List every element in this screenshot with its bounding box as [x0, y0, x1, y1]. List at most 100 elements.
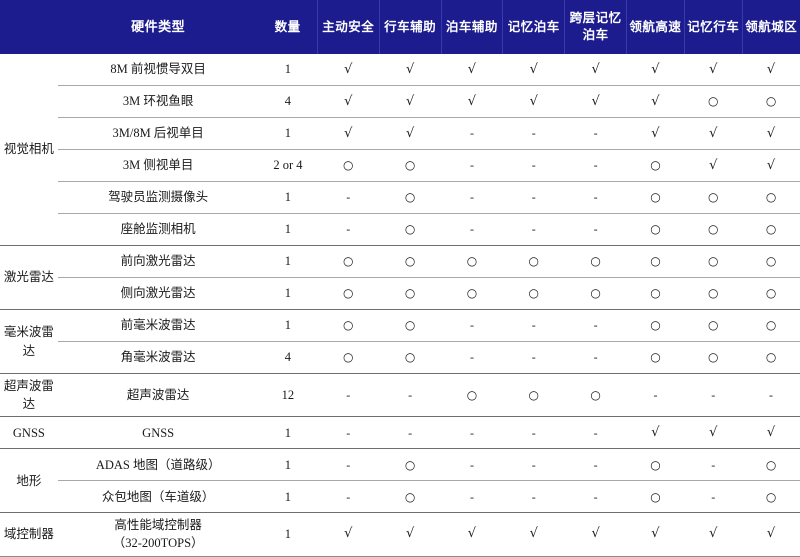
category-cell: GNSS [0, 416, 58, 450]
support-cell: - [684, 448, 743, 482]
dash-icon: - [469, 126, 474, 141]
check-icon: √ [467, 526, 477, 542]
dash-icon: - [653, 387, 658, 402]
circle-icon: ○ [707, 190, 719, 205]
support-cell: - [684, 373, 743, 418]
table-row: 座舱监测相机 1 - ○ - - - ○ ○ ○ [0, 213, 800, 246]
hardware-name-cell: ADAS 地图（道路级） [57, 448, 259, 482]
support-cell: √ [502, 512, 565, 557]
support-cell: ○ [317, 149, 380, 182]
circle-icon: ○ [707, 254, 719, 269]
support-cell: - [564, 416, 627, 450]
check-icon: √ [591, 61, 600, 77]
support-cell: ○ [317, 245, 380, 278]
support-cell: - [564, 341, 627, 374]
support-cell: - [441, 309, 503, 342]
table-body: 视觉相机 8M 前视惯导双目 1 √ √ √ √ √ √ √ √ 3M 环视鱼眼 4 √ √ √ √ √ √ ○ ○ 3M… [0, 54, 800, 557]
dash-icon: - [593, 126, 598, 141]
circle-icon: ○ [404, 158, 416, 173]
table-header: 硬件类型 数量 主动安全 行车辅助 泊车辅助 记忆泊车 跨层记忆泊车 领航高速 记忆行车 领航城区 [0, 0, 800, 54]
check-icon: √ [467, 93, 477, 109]
dash-icon: - [469, 489, 474, 504]
support-cell: √ [502, 54, 565, 86]
circle-icon: ○ [707, 318, 719, 333]
hardware-name-cell: 3M 侧视单目 [57, 149, 259, 182]
circle-icon: ○ [650, 318, 661, 333]
circle-icon: ○ [650, 254, 661, 269]
check-icon: √ [529, 526, 538, 542]
dash-icon: - [346, 489, 351, 504]
support-cell: ○ [379, 448, 442, 482]
column-header-highway_noa: 领航高速 [626, 0, 685, 54]
support-cell: ○ [742, 448, 800, 482]
table-row: 驾驶员监测摄像头 1 - ○ - - - ○ ○ ○ [0, 181, 800, 214]
circle-icon: ○ [765, 489, 777, 504]
check-icon: √ [766, 526, 776, 542]
circle-icon: ○ [707, 286, 719, 301]
support-cell: - [564, 309, 627, 342]
circle-icon: ○ [765, 190, 777, 205]
check-icon: √ [651, 93, 660, 109]
circle-icon: ○ [650, 222, 661, 237]
circle-icon: ○ [343, 254, 354, 269]
circle-icon: ○ [466, 387, 478, 402]
support-cell: √ [626, 85, 685, 118]
dash-icon: - [531, 222, 536, 237]
circle-icon: ○ [650, 286, 661, 301]
support-cell: ○ [742, 277, 800, 310]
table-row: 侧向激光雷达 1 ○ ○ ○ ○ ○ ○ ○ ○ [0, 277, 800, 310]
support-cell: ○ [379, 341, 442, 374]
support-cell: - [502, 149, 565, 182]
check-icon: √ [709, 424, 718, 440]
check-icon: √ [651, 61, 660, 77]
support-cell: - [441, 448, 503, 482]
support-cell: ○ [317, 309, 380, 342]
support-cell: ○ [742, 181, 800, 214]
check-icon: √ [651, 424, 660, 440]
column-header-driving_assist: 行车辅助 [378, 0, 442, 54]
support-cell: ○ [626, 213, 685, 246]
dash-icon: - [469, 457, 474, 472]
table-row: 视觉相机 8M 前视惯导双目 1 √ √ √ √ √ √ √ √ [0, 54, 800, 246]
support-cell: ○ [684, 277, 743, 310]
quantity-cell: 1 [258, 277, 318, 310]
check-icon: √ [651, 125, 660, 141]
support-cell: - [502, 480, 565, 514]
table-row: 3M 环视鱼眼 4 √ √ √ √ √ √ ○ ○ [0, 85, 800, 118]
support-cell: - [441, 149, 503, 182]
support-cell: √ [317, 512, 380, 557]
support-cell: √ [564, 512, 627, 557]
check-icon: √ [467, 61, 477, 77]
check-icon: √ [766, 125, 776, 141]
table-row: 角毫米波雷达 4 ○ ○ - - - ○ ○ ○ [0, 341, 800, 374]
table-row: GNSS GNSS 1- - - - - √ √ √ [0, 416, 800, 450]
dash-icon: - [408, 425, 413, 440]
support-cell: ○ [684, 213, 743, 246]
table-row: 激光雷达 前向激光雷达 1 ○ ○ ○ ○ ○ ○ ○ ○ [0, 245, 800, 310]
support-cell: ○ [379, 277, 442, 310]
support-cell: ○ [317, 277, 380, 310]
support-cell: √ [379, 85, 442, 118]
circle-icon: ○ [650, 350, 661, 365]
support-cell: ○ [379, 149, 442, 182]
dash-icon: - [593, 222, 598, 237]
support-cell: ○ [626, 149, 685, 182]
circle-icon: ○ [466, 254, 478, 269]
dash-icon: - [469, 425, 474, 440]
circle-icon: ○ [404, 318, 416, 333]
quantity-cell: 4 [258, 341, 318, 374]
category-cell: 激光雷达 [0, 245, 58, 310]
dash-icon: - [469, 318, 474, 333]
quantity-cell: 12 [258, 373, 318, 418]
quantity-cell: 1 [258, 54, 318, 86]
support-cell: √ [379, 54, 442, 86]
support-cell: √ [742, 54, 800, 86]
check-icon: √ [766, 424, 776, 440]
support-cell: ○ [502, 277, 565, 310]
support-cell: √ [684, 416, 743, 450]
circle-icon: ○ [765, 286, 777, 301]
category-cell: 超声波雷达 [0, 373, 58, 418]
circle-icon: ○ [765, 457, 777, 472]
circle-icon: ○ [765, 222, 777, 237]
support-cell: ○ [626, 309, 685, 342]
